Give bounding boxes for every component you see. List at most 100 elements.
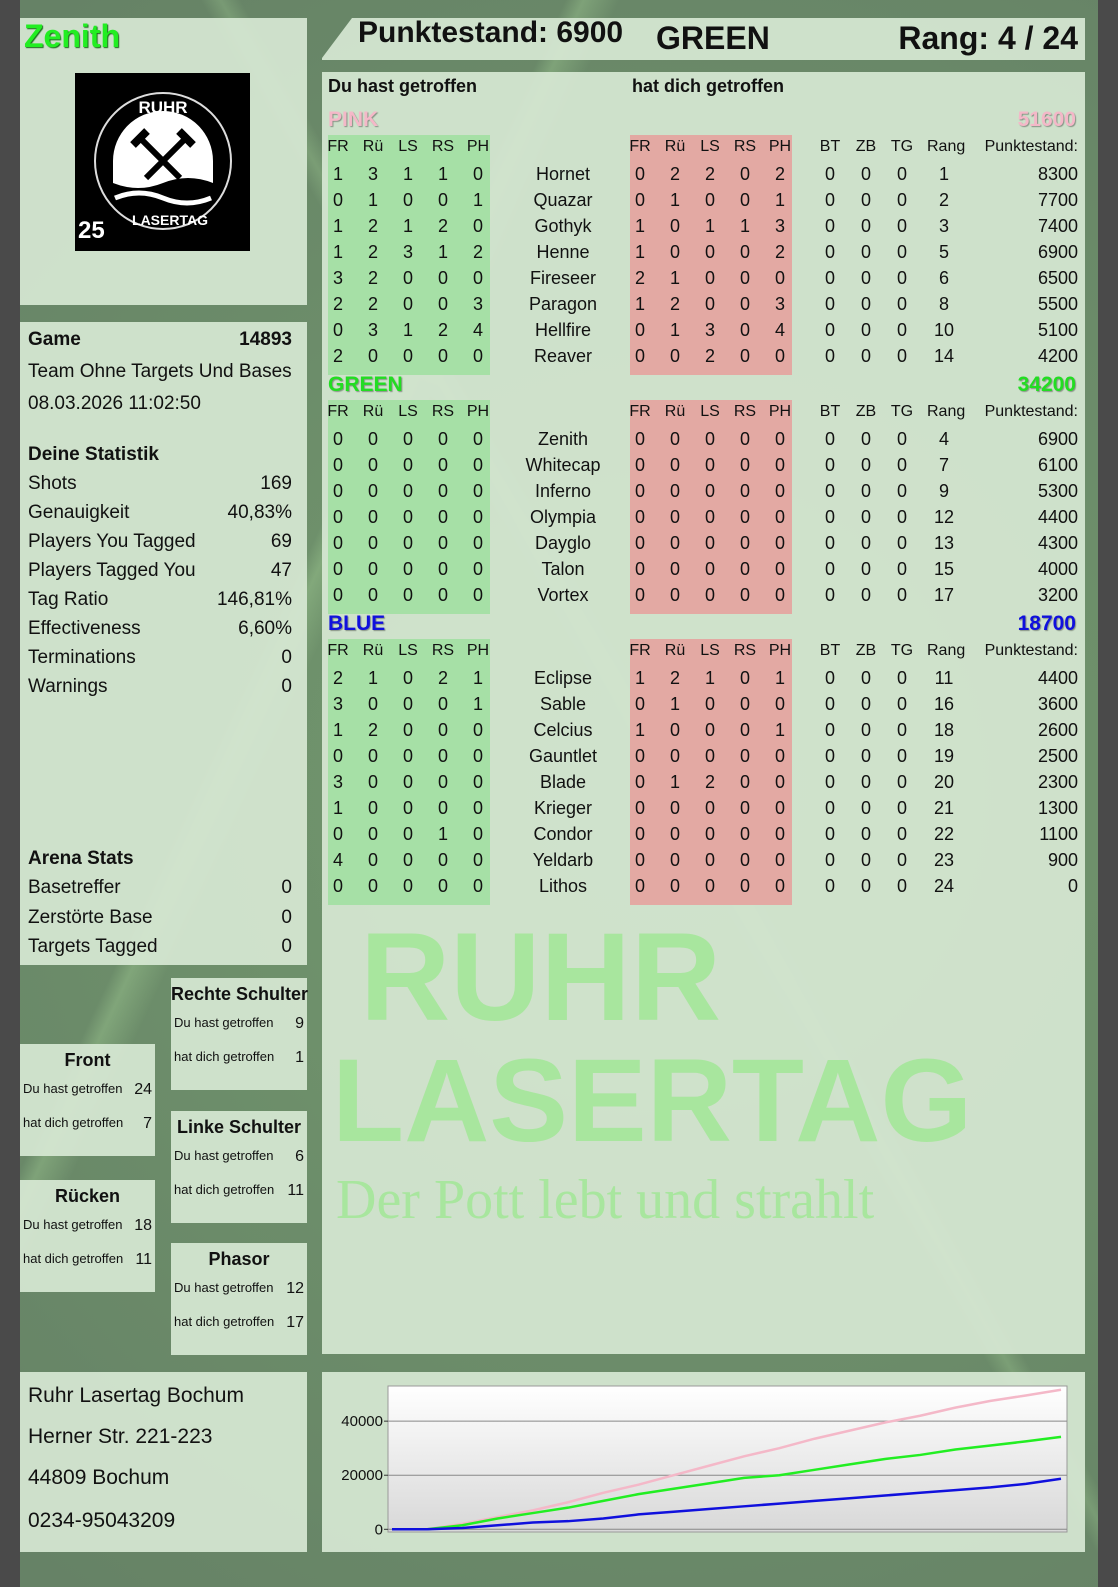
player-name: Zenith — [24, 18, 120, 54]
zone-box: Linke Schulter Du hast getroffen 6 hat dich… — [171, 1111, 307, 1223]
arena-title: Arena Stats — [28, 848, 134, 869]
hit-you-cell: 0 — [739, 294, 750, 314]
team-name: GREEN — [328, 373, 403, 396]
zone-them-label: hat dich getroffen — [23, 1251, 124, 1266]
hit-you-cell: 0 — [669, 559, 680, 579]
hit-you-cell: 0 — [739, 798, 750, 818]
hit-you-cell: 0 — [774, 876, 785, 896]
you-hit-cell: 0 — [402, 694, 413, 714]
player-score-cell: 3200 — [1037, 585, 1078, 605]
hit-you-cell: 0 — [634, 190, 645, 210]
stat-row: Warnings 0 — [28, 676, 292, 698]
you-hit-block — [328, 135, 490, 375]
player-name-cell: Hellfire — [534, 320, 591, 340]
zone-them-row: hat dich getroffen 7 — [20, 1115, 155, 1133]
hit-you-cell: 1 — [634, 216, 645, 236]
player-score-cell: 4400 — [1037, 507, 1078, 527]
you-hit-cell: 0 — [402, 772, 413, 792]
player-score-cell: 3600 — [1037, 694, 1078, 714]
extra-cell: 3 — [938, 216, 949, 236]
zone-you-row: Du hast getroffen 12 — [171, 1280, 307, 1298]
series-line-0 — [392, 1388, 1062, 1531]
stat-row: Genauigkeit 40,83% — [28, 502, 292, 524]
player-score-cell: 6900 — [1037, 429, 1078, 449]
col-header-extra: TG — [890, 403, 914, 420]
you-hit-cell: 0 — [472, 346, 483, 366]
hit-you-cell: 2 — [774, 164, 785, 184]
zone-you-row: Du hast getroffen 6 — [171, 1148, 307, 1166]
extra-cell: 0 — [824, 876, 835, 896]
you-hit-cell: 0 — [402, 824, 413, 844]
you-hit-cell: 0 — [402, 559, 413, 579]
hit-you-cell: 0 — [704, 876, 715, 896]
hit-you-cell: 0 — [739, 242, 750, 262]
hit-you-cell: 0 — [704, 585, 715, 605]
zone-title: Phasor — [208, 1249, 270, 1269]
you-hit-cell: 0 — [332, 559, 343, 579]
col-header-them: PH — [768, 138, 792, 155]
extra-cell: 0 — [860, 559, 871, 579]
stat-value: 47 — [270, 560, 292, 581]
extra-cell: 0 — [896, 720, 907, 740]
player-score-cell: 4000 — [1037, 559, 1078, 579]
player-name-cell: Inferno — [534, 481, 592, 501]
stat-value: 0 — [281, 647, 292, 668]
player-score-cell: 7700 — [1037, 190, 1078, 210]
you-hit-cell: 2 — [367, 268, 378, 288]
hit-you-cell: 0 — [739, 190, 750, 210]
ruhr-lasertag-logo: RUHR LASERTAG 25 — [75, 73, 250, 251]
hit-you-cell: 2 — [704, 164, 715, 184]
stat-row: Tag Ratio 146,81% — [28, 589, 292, 611]
col-header-you: Rü — [362, 642, 384, 659]
hit-you-cell: 1 — [669, 190, 680, 210]
extra-cell: 0 — [896, 850, 907, 870]
hit-you-cell: 1 — [704, 668, 715, 688]
col-header-extra: Rang — [927, 138, 966, 155]
hit-you-cell: 0 — [739, 694, 750, 714]
extra-cell: 0 — [896, 746, 907, 766]
team-name: PINK — [328, 108, 379, 131]
extra-cell: 0 — [896, 320, 907, 340]
stat-label: Warnings — [28, 676, 108, 697]
hit-you-cell: 0 — [739, 320, 750, 340]
col-header-score: Punktestand: — [984, 403, 1078, 420]
hit-you-cell: 0 — [774, 694, 785, 714]
player-name-cell: Condor — [533, 824, 593, 844]
hit-you-cell: 0 — [739, 455, 750, 475]
hit-you-cell: 0 — [634, 346, 645, 366]
logo-graphic: RUHR LASERTAG 25 — [78, 92, 232, 244]
col-header-them: PH — [768, 642, 792, 659]
you-hit-cell: 4 — [332, 850, 343, 870]
you-hit-cell: 1 — [402, 320, 413, 340]
address-panel — [20, 1372, 307, 1552]
extra-cell: 9 — [938, 481, 949, 501]
extra-cell: 0 — [896, 876, 907, 896]
col-header-you: FR — [327, 138, 349, 155]
you-hit-cell: 0 — [402, 668, 413, 688]
team-score: 51600 — [1017, 108, 1076, 131]
col-header-you: Rü — [362, 138, 384, 155]
player-score-cell: 2600 — [1037, 720, 1078, 740]
zone-title: Front — [64, 1050, 111, 1070]
zone-box: Rechte Schulter Du hast getroffen 9 hat dic… — [171, 978, 308, 1090]
you-hit-cell: 0 — [332, 320, 343, 340]
col-header-extra: BT — [819, 642, 841, 659]
you-hit-block — [328, 400, 490, 614]
you-hit-cell: 0 — [437, 190, 448, 210]
you-hit-cell: 0 — [402, 850, 413, 870]
you-hit-cell: 3 — [402, 242, 413, 262]
hit-you-cell: 0 — [739, 824, 750, 844]
extra-cell: 0 — [860, 507, 871, 527]
hit-you-cell: 2 — [774, 242, 785, 262]
col-header-extra: BT — [819, 403, 841, 420]
zone-them-row: hat dich getroffen 1 — [171, 1049, 307, 1067]
extra-cell: 0 — [860, 216, 871, 236]
zone-title: Rücken — [54, 1186, 121, 1206]
hit-you-cell: 0 — [704, 268, 715, 288]
hit-you-cell: 0 — [704, 533, 715, 553]
you-hit-cell: 2 — [472, 242, 483, 262]
hit-you-cell: 0 — [634, 429, 645, 449]
extra-cell: 0 — [860, 694, 871, 714]
zone-them-value: 7 — [143, 1115, 152, 1132]
stat-row: Players You Tagged 69 — [28, 531, 292, 553]
